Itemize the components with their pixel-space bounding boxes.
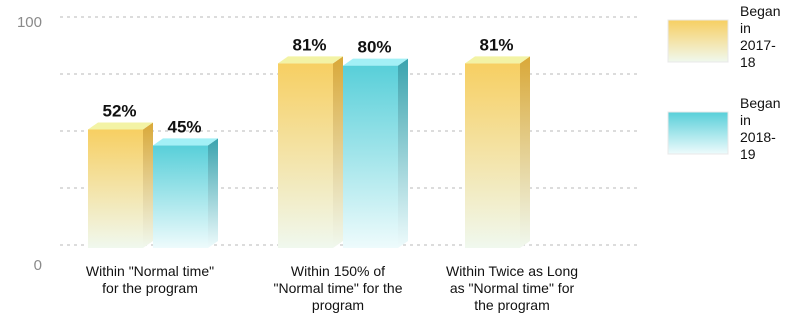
bar-top xyxy=(88,122,153,130)
y-tick-label: 100 xyxy=(17,14,42,31)
bar-top xyxy=(343,58,408,66)
data-label: 81% xyxy=(479,35,513,54)
bar xyxy=(343,58,408,248)
bar-front xyxy=(153,145,208,248)
bar-side xyxy=(520,56,530,248)
x-tick-label: Within Twice as Long as "Normal time" for… xyxy=(446,263,578,313)
bar xyxy=(153,138,218,248)
bar-side xyxy=(208,138,218,248)
bar-front xyxy=(88,129,143,248)
y-axis: 100 0 xyxy=(17,14,42,274)
bar-top xyxy=(278,56,343,64)
data-label: 52% xyxy=(102,101,136,120)
bar-front xyxy=(465,63,520,248)
bars xyxy=(88,56,530,248)
value-labels: 52% 45% 81% 80% 81% xyxy=(102,35,513,136)
legend-entry: Began in 2018-19 xyxy=(667,95,780,162)
bar xyxy=(465,56,530,248)
y-tick-label: 0 xyxy=(34,257,42,274)
data-label: 81% xyxy=(292,35,326,54)
legend: Began in 2017-18 Began in 2018-19 xyxy=(667,3,780,162)
bar xyxy=(278,56,343,248)
legend-swatch xyxy=(667,111,729,155)
bar-top xyxy=(153,138,218,146)
legend-entry: Began in 2017-18 xyxy=(667,3,780,70)
data-label: 80% xyxy=(357,38,391,57)
legend-label: Began in 2017-18 xyxy=(740,3,780,70)
x-tick-label: Within 150% of "Normal time" for the progr… xyxy=(274,263,403,313)
data-label: 45% xyxy=(167,117,201,136)
bar-side xyxy=(398,58,408,248)
bar-top xyxy=(465,56,530,64)
bar-side xyxy=(143,122,153,248)
legend-label: Began in 2018-19 xyxy=(740,95,780,162)
x-tick-label: Within "Normal time" for the program xyxy=(86,263,214,296)
bar-front xyxy=(343,65,398,248)
legend-swatch xyxy=(667,19,729,63)
bar-front xyxy=(278,63,333,248)
bar-side xyxy=(333,56,343,248)
bar xyxy=(88,122,153,248)
category-labels: Within "Normal time" for the program Withi… xyxy=(86,263,578,313)
